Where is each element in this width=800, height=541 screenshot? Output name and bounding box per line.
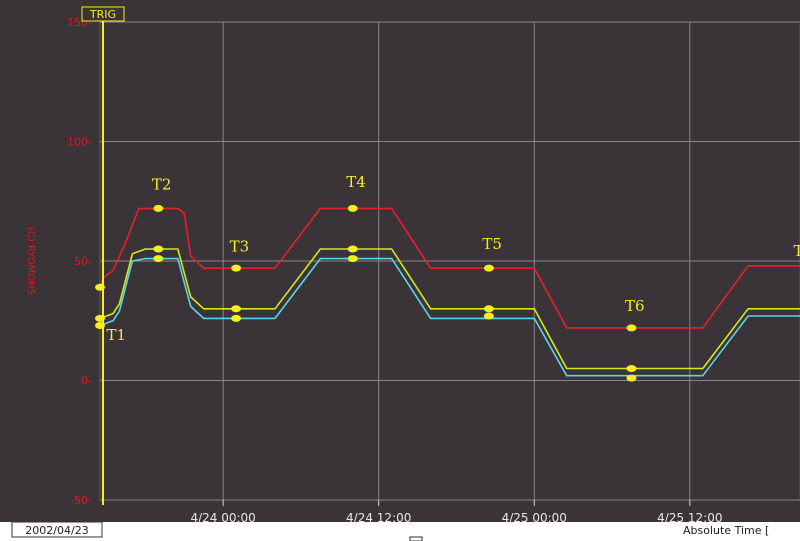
data-marker — [626, 365, 637, 373]
y-axis-title: (C) RYOMOHS — [25, 227, 36, 295]
data-marker — [347, 255, 358, 263]
data-marker — [483, 312, 494, 320]
data-marker — [231, 264, 242, 272]
x-tick-label: 4/24 00:00 — [190, 511, 255, 525]
data-marker — [153, 255, 164, 263]
annotation-group: T1 T2 T3 T4 T5 T6 T7 — [106, 173, 800, 344]
data-marker — [483, 264, 494, 272]
x-axis-title: Absolute Time [ — [683, 524, 769, 537]
x-axis-ticks: 4/24 00:00 4/24 12:00 4/25 00:00 4/25 12:00 — [190, 500, 722, 525]
data-marker — [347, 245, 358, 253]
series-line-2 — [99, 248, 800, 370]
data-marker — [231, 314, 242, 322]
data-marker — [347, 204, 358, 212]
date-box — [11, 521, 103, 538]
annotation-label: T6 — [625, 297, 645, 315]
grid-lines — [100, 21, 800, 501]
data-marker — [153, 204, 164, 212]
y-tick-label: -50- — [70, 494, 92, 507]
annotation-label: T1 — [106, 326, 126, 344]
data-marker — [626, 324, 637, 332]
x-tick-label: 4/24 12:00 — [346, 511, 411, 525]
data-marker — [153, 245, 164, 253]
trigger-label-box[interactable] — [81, 6, 125, 22]
annotation-label: T3 — [230, 237, 250, 255]
trigger-label: TRIG — [89, 8, 116, 21]
data-marker — [231, 305, 242, 313]
y-tick-label: 50- — [74, 255, 92, 268]
y-axis-ticks: -50-0-50-100-150- — [67, 16, 92, 507]
x-tick-label: 4/25 00:00 — [502, 511, 567, 525]
annotation-label: T4 — [346, 173, 366, 191]
annotation-label: T2 — [152, 175, 172, 193]
data-marker — [626, 374, 637, 382]
scroll-handle[interactable] — [409, 536, 423, 541]
data-marker — [483, 305, 494, 313]
annotation-label: T7 — [794, 242, 800, 260]
bottom-strip — [0, 522, 800, 541]
x-tick-label: 4/25 12:00 — [657, 511, 722, 525]
annotation-label: T5 — [482, 235, 502, 253]
y-tick-label: 100- — [67, 136, 92, 149]
series-line-3 — [99, 257, 800, 377]
date-label: 2002/04/23 — [25, 524, 88, 537]
y-tick-label: 0- — [81, 375, 92, 388]
